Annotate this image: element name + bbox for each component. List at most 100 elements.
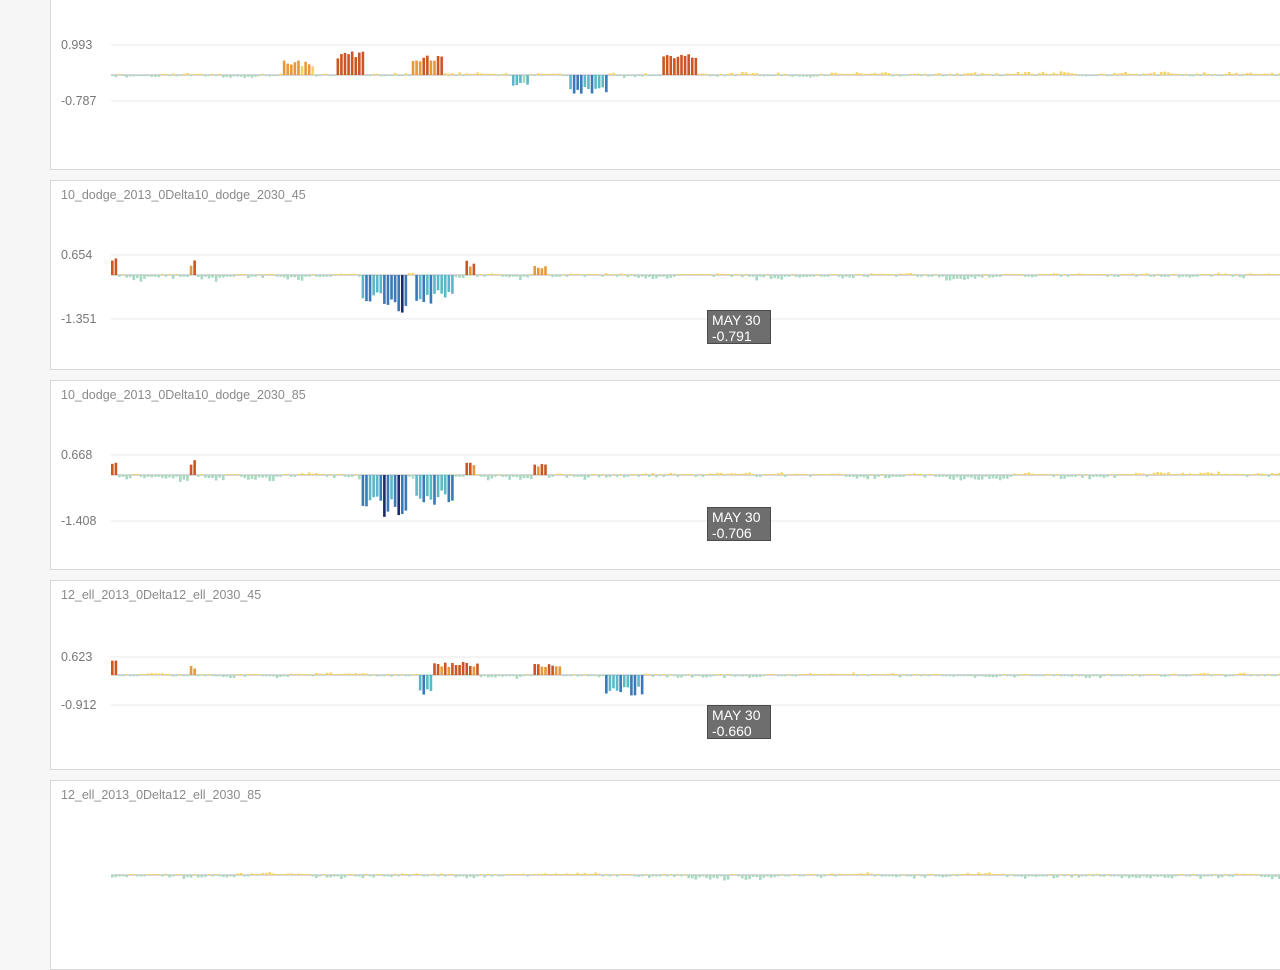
bar bbox=[440, 56, 443, 75]
bar bbox=[923, 674, 927, 675]
bar bbox=[859, 73, 862, 75]
bar bbox=[390, 75, 393, 77]
y-tick-label: 0.623 bbox=[61, 650, 92, 664]
bar bbox=[701, 475, 705, 477]
y-tick-label: -0.787 bbox=[61, 94, 96, 108]
bar bbox=[690, 675, 694, 678]
bar bbox=[758, 75, 762, 77]
bar bbox=[644, 73, 648, 75]
bar bbox=[655, 475, 658, 478]
bar bbox=[497, 675, 501, 677]
bar bbox=[819, 674, 823, 675]
bar bbox=[515, 275, 519, 277]
bar bbox=[232, 75, 236, 77]
bar bbox=[1156, 274, 1159, 275]
bar bbox=[189, 666, 193, 675]
bar bbox=[1084, 274, 1088, 275]
bar bbox=[150, 75, 153, 77]
bar bbox=[332, 875, 336, 877]
bar bbox=[268, 475, 272, 482]
bar bbox=[354, 273, 358, 275]
bar bbox=[1253, 874, 1256, 875]
bar bbox=[243, 875, 247, 877]
bar bbox=[1245, 273, 1249, 275]
bar bbox=[880, 72, 884, 75]
bar bbox=[794, 675, 798, 677]
bar bbox=[995, 73, 998, 75]
bar bbox=[1267, 273, 1270, 275]
bar bbox=[1116, 675, 1120, 677]
y-tick-label: -0.912 bbox=[61, 698, 96, 712]
bar bbox=[1256, 73, 1260, 75]
bar bbox=[963, 275, 966, 280]
bar bbox=[963, 475, 966, 480]
bar bbox=[1199, 472, 1202, 475]
bar bbox=[1031, 275, 1034, 278]
bar bbox=[340, 273, 343, 275]
bar bbox=[1274, 474, 1278, 475]
bar bbox=[243, 274, 247, 275]
bar bbox=[608, 475, 612, 477]
bar bbox=[1256, 873, 1260, 875]
bar bbox=[837, 674, 841, 675]
bar bbox=[834, 875, 837, 877]
bar bbox=[837, 275, 841, 277]
bar bbox=[1109, 675, 1113, 677]
bar bbox=[630, 274, 633, 275]
bar bbox=[1106, 674, 1109, 675]
bar bbox=[644, 673, 648, 675]
bar bbox=[261, 675, 264, 677]
bar bbox=[1016, 71, 1020, 75]
bar bbox=[862, 73, 866, 75]
bar bbox=[651, 75, 655, 77]
bar bbox=[862, 275, 866, 277]
bar bbox=[519, 874, 522, 875]
bar bbox=[594, 474, 597, 475]
chart-title: 12_ell_2013_0Delta12_ell_2030_45 bbox=[61, 588, 262, 602]
bar bbox=[361, 51, 365, 75]
bar bbox=[1066, 475, 1070, 477]
chart-panel-0: 0.993 -0.787 bbox=[50, 0, 1280, 170]
bar bbox=[275, 475, 279, 477]
bar bbox=[758, 275, 762, 277]
bar bbox=[916, 73, 920, 75]
bar bbox=[859, 674, 862, 675]
bar bbox=[264, 274, 268, 275]
bar bbox=[755, 475, 758, 477]
bar bbox=[128, 75, 132, 77]
bar bbox=[1267, 73, 1270, 75]
bar bbox=[236, 274, 239, 275]
bar bbox=[229, 275, 232, 277]
bar bbox=[300, 275, 304, 281]
bar bbox=[279, 874, 282, 875]
bar bbox=[912, 674, 916, 675]
bar bbox=[648, 674, 651, 675]
bar bbox=[1177, 675, 1181, 677]
bar bbox=[436, 663, 440, 675]
bar bbox=[748, 472, 751, 475]
bar bbox=[572, 274, 576, 275]
bar bbox=[207, 874, 211, 875]
bar bbox=[354, 474, 358, 475]
bar bbox=[569, 75, 572, 90]
bar bbox=[891, 875, 895, 877]
bar bbox=[1270, 72, 1274, 75]
bar bbox=[393, 72, 397, 75]
bar bbox=[486, 273, 490, 275]
bar bbox=[1038, 675, 1041, 677]
bar bbox=[404, 275, 408, 306]
bar bbox=[347, 274, 350, 275]
bar bbox=[418, 275, 422, 300]
bar bbox=[343, 475, 347, 477]
bar bbox=[841, 73, 844, 75]
bar bbox=[640, 675, 644, 695]
bar bbox=[1185, 875, 1188, 877]
bar bbox=[1034, 675, 1038, 677]
bar bbox=[297, 873, 300, 875]
bar bbox=[1059, 675, 1063, 677]
bar bbox=[801, 75, 805, 77]
bar bbox=[429, 60, 433, 75]
bar bbox=[1245, 874, 1249, 875]
bar bbox=[576, 75, 579, 90]
bar bbox=[368, 475, 372, 501]
